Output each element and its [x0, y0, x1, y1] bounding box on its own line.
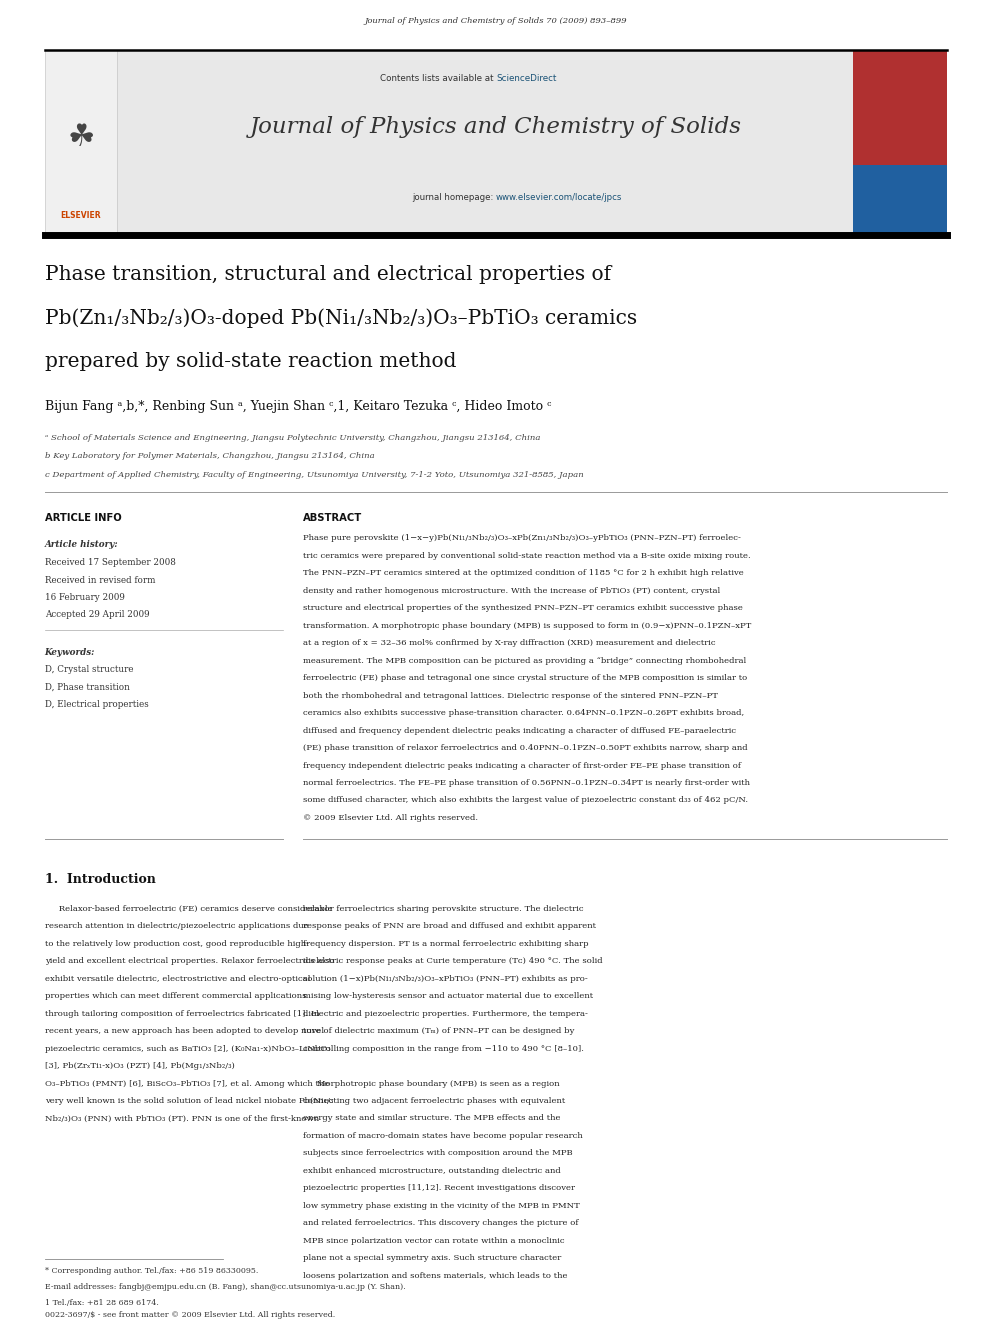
- Text: tric ceramics were prepared by conventional solid-state reaction method via a B-: tric ceramics were prepared by conventio…: [303, 552, 750, 560]
- Text: ceramics also exhibits successive phase-transition character. 0.64PNN–0.1PZN–0.2: ceramics also exhibits successive phase-…: [303, 709, 744, 717]
- Text: exhibit enhanced microstructure, outstanding dielectric and: exhibit enhanced microstructure, outstan…: [303, 1167, 560, 1175]
- Text: ARTICLE INFO: ARTICLE INFO: [45, 513, 121, 524]
- Text: 0022-3697/$ - see front matter © 2009 Elsevier Ltd. All rights reserved.: 0022-3697/$ - see front matter © 2009 El…: [45, 1311, 335, 1319]
- Text: [3], Pb(ZrₓTi₁-x)O₃ (PZT) [4], Pb(Mg₁/₃Nb₂/₃): [3], Pb(ZrₓTi₁-x)O₃ (PZT) [4], Pb(Mg₁/₃N…: [45, 1062, 234, 1070]
- Text: normal ferroelectrics. The FE–PE phase transition of 0.56PNN–0.1PZN–0.34PT is ne: normal ferroelectrics. The FE–PE phase t…: [303, 779, 750, 787]
- Text: c Department of Applied Chemistry, Faculty of Engineering, Utsunomiya University: c Department of Applied Chemistry, Facul…: [45, 471, 583, 479]
- Text: Received 17 September 2008: Received 17 September 2008: [45, 558, 176, 568]
- Text: Phase pure perovskite (1−x−y)Pb(Ni₁/₃Nb₂/₃)O₃–xPb(Zn₁/₃Nb₂/₃)O₃–yPbTiO₃ (PNN–PZN: Phase pure perovskite (1−x−y)Pb(Ni₁/₃Nb₂…: [303, 534, 740, 542]
- Text: diffused and frequency dependent dielectric peaks indicating a character of diff: diffused and frequency dependent dielect…: [303, 726, 736, 734]
- Text: exhibit versatile dielectric, electrostrictive and electro-optical: exhibit versatile dielectric, electrostr…: [45, 975, 310, 983]
- Text: www.elsevier.com/locate/jpcs: www.elsevier.com/locate/jpcs: [496, 193, 622, 202]
- Text: D, Phase transition: D, Phase transition: [45, 683, 130, 692]
- Text: ELSEVIER: ELSEVIER: [61, 210, 101, 220]
- Text: some diffused character, which also exhibits the largest value of piezoelectric : some diffused character, which also exhi…: [303, 796, 748, 804]
- Text: plane not a special symmetry axis. Such structure character: plane not a special symmetry axis. Such …: [303, 1254, 560, 1262]
- Text: D, Electrical properties: D, Electrical properties: [45, 700, 149, 709]
- Text: Phase transition, structural and electrical properties of: Phase transition, structural and electri…: [45, 265, 611, 283]
- Text: mising low-hysteresis sensor and actuator material due to excellent: mising low-hysteresis sensor and actuato…: [303, 992, 592, 1000]
- Text: very well known is the solid solution of lead nickel niobate Pb(Ni₁/₃: very well known is the solid solution of…: [45, 1097, 333, 1105]
- Text: © 2009 Elsevier Ltd. All rights reserved.: © 2009 Elsevier Ltd. All rights reserved…: [303, 814, 478, 822]
- Text: dielectric response peaks at Curie temperature (Tᴄ) 490 °C. The solid: dielectric response peaks at Curie tempe…: [303, 958, 602, 966]
- Text: formation of macro-domain states have become popular research: formation of macro-domain states have be…: [303, 1132, 582, 1140]
- Text: MPB since polarization vector can rotate within a monoclinic: MPB since polarization vector can rotate…: [303, 1237, 564, 1245]
- Text: subjects since ferroelectrics with composition around the MPB: subjects since ferroelectrics with compo…: [303, 1150, 572, 1158]
- Bar: [853, 165, 947, 235]
- Text: frequency dispersion. PT is a normal ferroelectric exhibiting sharp: frequency dispersion. PT is a normal fer…: [303, 939, 588, 947]
- Text: piezoelectric properties [11,12]. Recent investigations discover: piezoelectric properties [11,12]. Recent…: [303, 1184, 574, 1192]
- Text: low symmetry phase existing in the vicinity of the MPB in PMNT: low symmetry phase existing in the vicin…: [303, 1201, 579, 1209]
- Text: energy state and similar structure. The MPB effects and the: energy state and similar structure. The …: [303, 1114, 560, 1122]
- Bar: [45, 50, 117, 235]
- Text: Morphotropic phase boundary (MPB) is seen as a region: Morphotropic phase boundary (MPB) is see…: [303, 1080, 559, 1088]
- Text: transformation. A morphotropic phase boundary (MPB) is supposed to form in (0.9−: transformation. A morphotropic phase bou…: [303, 622, 751, 630]
- Text: research attention in dielectric/piezoelectric applications due: research attention in dielectric/piezoel…: [45, 922, 309, 930]
- Text: recent years, a new approach has been adopted to develop novel: recent years, a new approach has been ad…: [45, 1027, 323, 1035]
- Text: Article history:: Article history:: [45, 540, 118, 549]
- Text: Contents lists available at: Contents lists available at: [380, 74, 496, 83]
- Text: response peaks of PNN are broad and diffused and exhibit apparent: response peaks of PNN are broad and diff…: [303, 922, 595, 930]
- Text: measurement. The MPB composition can be pictured as providing a “bridge” connect: measurement. The MPB composition can be …: [303, 656, 746, 664]
- Bar: [117, 50, 853, 235]
- Text: ᵃ School of Materials Science and Engineering, Jiangsu Polytechnic University, C: ᵃ School of Materials Science and Engine…: [45, 434, 540, 442]
- Text: ScienceDirect: ScienceDirect: [496, 74, 557, 83]
- Text: journal homepage:: journal homepage:: [412, 193, 496, 202]
- Text: Accepted 29 April 2009: Accepted 29 April 2009: [45, 610, 149, 619]
- Text: dielectric and piezoelectric properties. Furthermore, the tempera-: dielectric and piezoelectric properties.…: [303, 1009, 587, 1017]
- Text: 1.  Introduction: 1. Introduction: [45, 873, 156, 886]
- Text: O₃–PbTiO₃ (PMNT) [6], BiScO₃–PbTiO₃ [7], et al. Among which the: O₃–PbTiO₃ (PMNT) [6], BiScO₃–PbTiO₃ [7],…: [45, 1080, 329, 1088]
- Text: ABSTRACT: ABSTRACT: [303, 513, 362, 524]
- Text: Bijun Fang ᵃ,b,*, Renbing Sun ᵃ, Yuejin Shan ᶜ,1, Keitaro Tezuka ᶜ, Hideo Imoto : Bijun Fang ᵃ,b,*, Renbing Sun ᵃ, Yuejin …: [45, 400, 552, 413]
- Text: relaxor ferroelectrics sharing perovskite structure. The dielectric: relaxor ferroelectrics sharing perovskit…: [303, 905, 583, 913]
- Text: Journal of Physics and Chemistry of Solids: Journal of Physics and Chemistry of Soli…: [250, 116, 742, 139]
- Text: and related ferroelectrics. This discovery changes the picture of: and related ferroelectrics. This discove…: [303, 1220, 578, 1228]
- Text: D, Crystal structure: D, Crystal structure: [45, 665, 133, 675]
- Text: loosens polarization and softens materials, which leads to the: loosens polarization and softens materia…: [303, 1271, 567, 1279]
- Text: connecting two adjacent ferroelectric phases with equivalent: connecting two adjacent ferroelectric ph…: [303, 1097, 564, 1105]
- Text: frequency independent dielectric peaks indicating a character of first-order FE–: frequency independent dielectric peaks i…: [303, 762, 741, 770]
- Text: properties which can meet different commercial applications: properties which can meet different comm…: [45, 992, 307, 1000]
- Text: The PNN–PZN–PT ceramics sintered at the optimized condition of 1185 °C for 2 h e: The PNN–PZN–PT ceramics sintered at the …: [303, 569, 743, 577]
- Text: Keywords:: Keywords:: [45, 648, 95, 658]
- Text: 1 Tel./fax: +81 28 689 6174.: 1 Tel./fax: +81 28 689 6174.: [45, 1299, 159, 1307]
- Text: Received in revised form: Received in revised form: [45, 576, 155, 585]
- Text: density and rather homogenous microstructure. With the increase of PbTiO₃ (PT) c: density and rather homogenous microstruc…: [303, 587, 720, 595]
- Text: to the relatively low production cost, good reproducible high-: to the relatively low production cost, g…: [45, 939, 309, 947]
- Text: Relaxor-based ferroelectric (FE) ceramics deserve considerable: Relaxor-based ferroelectric (FE) ceramic…: [45, 905, 332, 913]
- Text: b Key Laboratory for Polymer Materials, Changzhou, Jiangsu 213164, China: b Key Laboratory for Polymer Materials, …: [45, 452, 374, 460]
- Text: piezoelectric ceramics, such as BaTiO₃ [2], (K₀Na₁-x)NbO₃–LiNbO₃: piezoelectric ceramics, such as BaTiO₃ […: [45, 1045, 330, 1053]
- Text: solution (1−x)Pb(Ni₁/₃Nb₂/₃)O₃–xPbTiO₃ (PNN–PT) exhibits as pro-: solution (1−x)Pb(Ni₁/₃Nb₂/₃)O₃–xPbTiO₃ (…: [303, 975, 587, 983]
- Text: 16 February 2009: 16 February 2009: [45, 593, 125, 602]
- Bar: [853, 50, 947, 165]
- Text: ture of dielectric maximum (Tₘ) of PNN–PT can be designed by: ture of dielectric maximum (Tₘ) of PNN–P…: [303, 1027, 574, 1035]
- Text: structure and electrical properties of the synthesized PNN–PZN–PT ceramics exhib: structure and electrical properties of t…: [303, 605, 742, 613]
- Text: (PE) phase transition of relaxor ferroelectrics and 0.40PNN–0.1PZN–0.50PT exhibi: (PE) phase transition of relaxor ferroel…: [303, 744, 747, 751]
- Text: both the rhombohedral and tetragonal lattices. Dielectric response of the sinter: both the rhombohedral and tetragonal lat…: [303, 692, 717, 700]
- Text: ☘: ☘: [67, 123, 94, 152]
- Text: E-mail addresses: fangbj@emjpu.edu.cn (B. Fang), shan@cc.utsunomiya-u.ac.jp (Y. : E-mail addresses: fangbj@emjpu.edu.cn (B…: [45, 1283, 406, 1291]
- Text: Journal of Physics and Chemistry of Solids 70 (2009) 893–899: Journal of Physics and Chemistry of Soli…: [365, 17, 627, 25]
- Text: through tailoring composition of ferroelectrics fabricated [1]. In: through tailoring composition of ferroel…: [45, 1009, 319, 1017]
- Text: * Corresponding author. Tel./fax: +86 519 86330095.: * Corresponding author. Tel./fax: +86 51…: [45, 1267, 258, 1275]
- Text: yield and excellent electrical properties. Relaxor ferroelectrics also: yield and excellent electrical propertie…: [45, 958, 334, 966]
- Text: controlling composition in the range from −110 to 490 °C [8–10].: controlling composition in the range fro…: [303, 1045, 583, 1053]
- Text: at a region of x = 32–36 mol% confirmed by X-ray diffraction (XRD) measurement a: at a region of x = 32–36 mol% confirmed …: [303, 639, 715, 647]
- Text: ferroelectric (FE) phase and tetragonal one since crystal structure of the MPB c: ferroelectric (FE) phase and tetragonal …: [303, 675, 747, 683]
- Text: Nb₂/₃)O₃ (PNN) with PbTiO₃ (PT). PNN is one of the first-known: Nb₂/₃)O₃ (PNN) with PbTiO₃ (PT). PNN is …: [45, 1114, 318, 1122]
- Text: prepared by solid-state reaction method: prepared by solid-state reaction method: [45, 352, 456, 370]
- Text: Pb(Zn₁/₃Nb₂/₃)O₃-doped Pb(Ni₁/₃Nb₂/₃)O₃–PbTiO₃ ceramics: Pb(Zn₁/₃Nb₂/₃)O₃-doped Pb(Ni₁/₃Nb₂/₃)O₃–…: [45, 308, 637, 328]
